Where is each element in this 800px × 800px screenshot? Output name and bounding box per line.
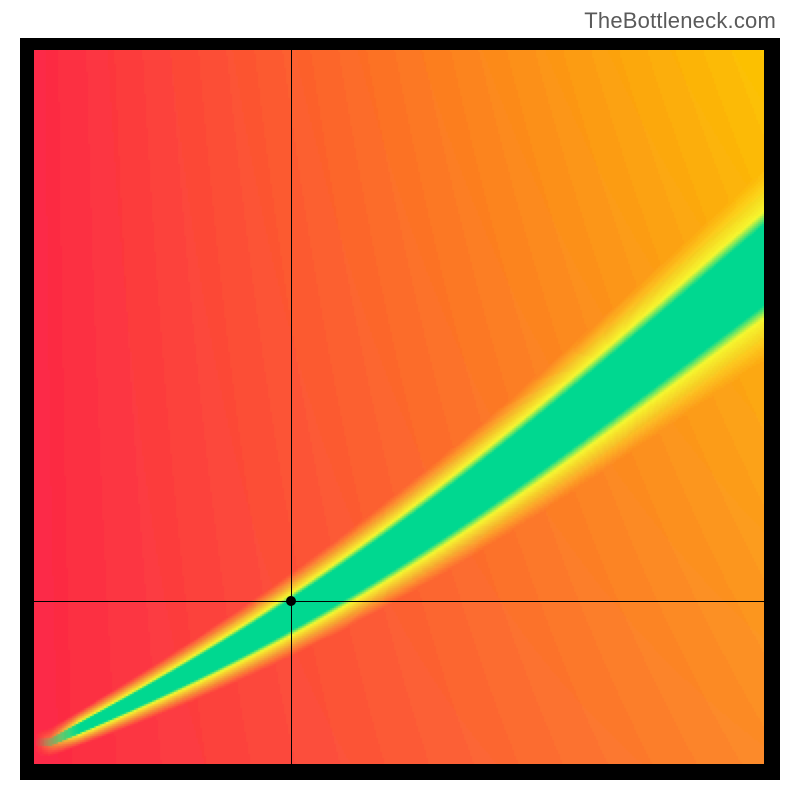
attribution-text: TheBottleneck.com (584, 8, 776, 34)
heatmap-canvas (34, 50, 764, 764)
data-point-marker (286, 596, 296, 606)
crosshair-horizontal (34, 601, 764, 602)
chart-frame (20, 38, 780, 780)
crosshair-vertical (291, 50, 292, 764)
chart-container: { "attribution": "TheBottleneck.com", "t… (0, 0, 800, 800)
